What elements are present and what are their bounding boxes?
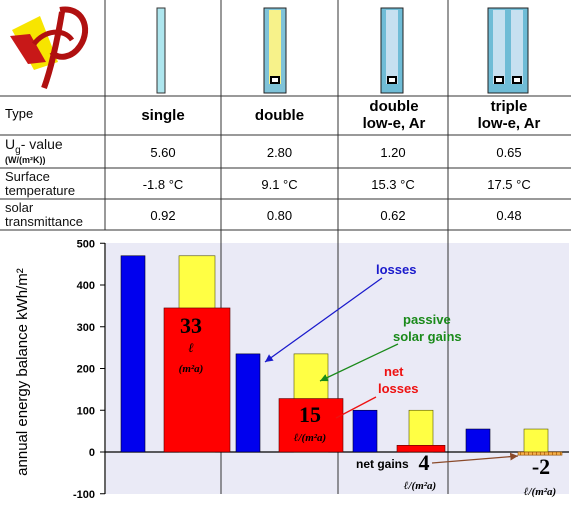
passive-gains-annotation-1: passive <box>403 312 451 327</box>
col-header-single: single <box>141 107 185 125</box>
passive-gains-annotation-2: solar gains <box>393 329 462 344</box>
net-unit-label: ℓ <box>188 340 194 355</box>
net-unit-label: (m²a) <box>179 363 204 375</box>
net-losses-bar <box>163 307 231 453</box>
y-tick-label: 0 <box>89 447 95 459</box>
losses-bar <box>120 255 146 453</box>
col-header-double: double <box>254 107 305 125</box>
surface-double: 9.1 °C <box>261 176 298 192</box>
net-value-label: -2 <box>532 454 550 479</box>
glazing-icon-single <box>156 7 166 94</box>
y-tick-label: 400 <box>77 280 95 292</box>
glazing-icon-double-low-e <box>380 7 404 94</box>
row-label-solar: solar transmittance <box>5 200 84 229</box>
y-tick-label: 200 <box>77 364 95 376</box>
row-label-ug: Ug- value <box>5 136 63 156</box>
net-gains-annotation: net gains <box>356 457 409 471</box>
losses-bar <box>352 409 378 453</box>
net-value-label: 4 <box>419 450 430 475</box>
logo <box>10 6 89 90</box>
solar-gains-bar <box>523 428 549 453</box>
solar-double-low-e: 0.62 <box>380 207 406 223</box>
y-tick-label: 100 <box>77 405 95 417</box>
net-value-label: 15 <box>299 402 321 427</box>
solar-double: 0.80 <box>266 207 293 223</box>
net-value-label: 33 <box>180 313 202 338</box>
losses-arrow <box>264 277 383 363</box>
col-header-triple-low-e: triple low-e, Ar <box>477 97 541 132</box>
net-gains-arrow <box>431 452 519 464</box>
table-grid <box>0 0 571 231</box>
losses-annotation: losses <box>376 262 416 277</box>
y-tick-label: 500 <box>77 238 95 250</box>
net-gains-bar <box>517 451 563 456</box>
glazing-icon-double <box>263 7 287 94</box>
net-losses-annotation-2: losses <box>378 381 418 396</box>
net-unit-label: ℓ/(m²a) <box>294 432 326 444</box>
y-tick-label: -100 <box>73 489 95 501</box>
surface-double-low-e: 15.3 °C <box>371 176 415 192</box>
net-losses-bar <box>278 398 344 453</box>
surface-single: -1.8 °C <box>142 176 184 192</box>
solar-gains-arrow <box>319 343 399 382</box>
y-tick-label: 300 <box>77 322 95 334</box>
net-losses-annotation-1: net <box>384 364 404 379</box>
net-labels: 33 ℓ (m²a) 15 ℓ/(m²a) 4 ℓ/(m²a) -2 ℓ/(m²a) <box>179 313 557 498</box>
net-unit-label: ℓ/(m²a) <box>404 480 436 492</box>
net-losses-bar <box>396 445 446 453</box>
col-header-double-low-e: double low-e, Ar <box>362 97 426 132</box>
ug-single: 5.60 <box>150 144 176 160</box>
losses-bar <box>465 428 491 453</box>
losses-bar <box>235 353 261 453</box>
surface-triple-low-e: 17.5 °C <box>487 176 531 192</box>
ug-double-low-e: 1.20 <box>380 144 406 160</box>
row-label-type: Type <box>5 105 34 121</box>
solar-triple-low-e: 0.48 <box>496 207 522 223</box>
y-ticks: 500 400 300 200 100 0 -100 <box>73 238 105 501</box>
net-unit-label: ℓ/(m²a) <box>524 486 556 498</box>
bars <box>120 255 563 456</box>
net-losses-arrow <box>335 396 377 419</box>
row-label-surface: Surface temperature <box>5 169 76 198</box>
ug-triple-low-e: 0.65 <box>496 144 522 160</box>
y-axis-label: annual energy balance kWh/m² <box>14 268 31 476</box>
ug-double: 2.80 <box>266 144 293 160</box>
solar-single: 0.92 <box>150 207 176 223</box>
row-label-ug-unit: (W/(m²K)) <box>5 155 46 165</box>
glazing-icon-triple-low-e <box>487 7 529 94</box>
